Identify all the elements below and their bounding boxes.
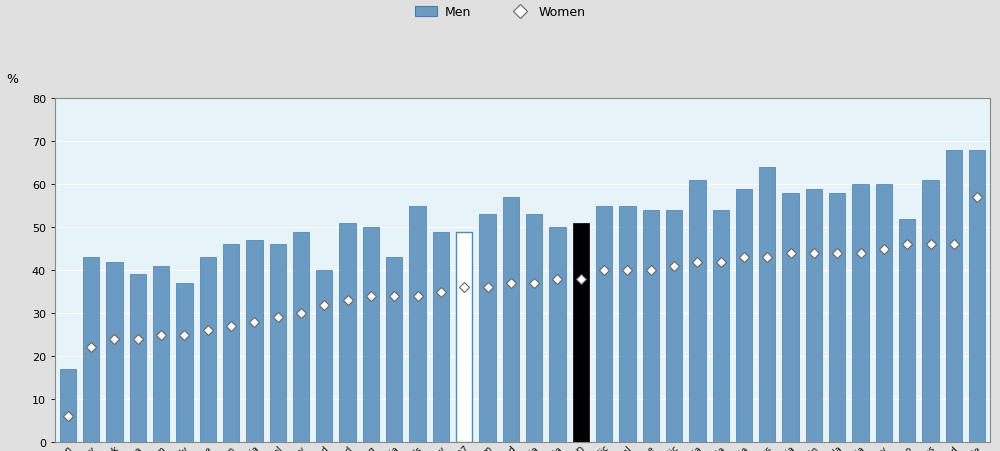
Bar <box>200 258 216 442</box>
Bar <box>246 241 263 442</box>
Bar <box>223 245 239 442</box>
Bar <box>596 206 612 442</box>
Bar <box>176 284 193 442</box>
Bar <box>433 232 449 442</box>
Bar <box>643 211 659 442</box>
Text: %: % <box>6 73 18 86</box>
Bar <box>666 211 682 442</box>
Bar <box>782 193 799 442</box>
Bar <box>386 258 402 442</box>
Bar <box>316 271 332 442</box>
Bar <box>270 245 286 442</box>
Bar <box>876 185 892 442</box>
Bar <box>806 189 822 442</box>
Bar <box>363 228 379 442</box>
Bar <box>526 215 542 442</box>
Bar <box>479 215 496 442</box>
Bar <box>130 275 146 442</box>
Bar <box>293 232 309 442</box>
Bar <box>503 198 519 442</box>
Bar <box>969 151 985 442</box>
Bar <box>899 219 915 442</box>
Bar <box>946 151 962 442</box>
Bar <box>619 206 636 442</box>
Bar <box>852 185 869 442</box>
Bar <box>106 262 123 442</box>
Bar <box>456 232 472 442</box>
Bar <box>60 369 76 442</box>
Bar <box>573 223 589 442</box>
Bar <box>549 228 566 442</box>
Bar <box>339 223 356 442</box>
Bar <box>689 180 706 442</box>
Bar <box>922 180 939 442</box>
Bar <box>409 206 426 442</box>
Bar <box>829 193 845 442</box>
Legend: Men, Women: Men, Women <box>415 6 585 19</box>
Bar <box>83 258 99 442</box>
Bar <box>713 211 729 442</box>
Bar <box>153 266 169 442</box>
Bar <box>736 189 752 442</box>
Bar <box>759 168 775 442</box>
